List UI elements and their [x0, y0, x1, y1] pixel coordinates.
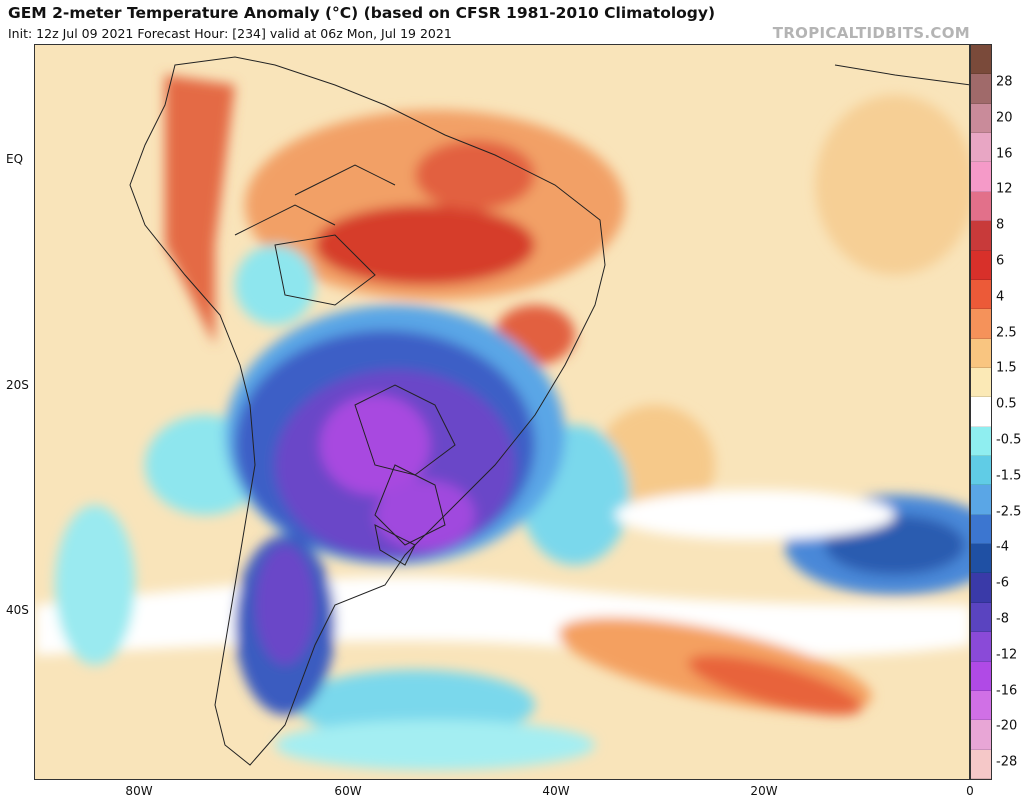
colorbar-cell: [971, 514, 991, 545]
colorbar-legend: [970, 44, 992, 780]
colorbar-cell: [971, 103, 991, 134]
colorbar-cell: [971, 221, 991, 251]
colorbar-tick-label: -6: [996, 575, 1009, 591]
anomaly-map: [34, 44, 970, 780]
colorbar-tick-label: -16: [996, 683, 1018, 698]
colorbar-cell: [971, 749, 991, 779]
colorbar-cell: [971, 133, 991, 163]
colorbar-cell: [971, 426, 991, 457]
colorbar-cell: [971, 661, 991, 691]
colorbar-tick-label: -12: [996, 647, 1018, 663]
colorbar-tick-label: -0.5: [996, 432, 1022, 448]
colorbar-cell: [971, 309, 991, 339]
colorbar-cell: [971, 367, 991, 398]
colorbar-tick-label: -28: [996, 754, 1018, 770]
colorbar-tick-label: 20: [996, 110, 1013, 126]
colorbar-tick-label: 1.5: [996, 360, 1017, 376]
colorbar-cell: [971, 602, 991, 633]
lat-label-eq: EQ: [6, 152, 24, 166]
coastlines: [129, 56, 969, 766]
colorbar-cell: [971, 250, 991, 280]
colorbar-cell: [971, 544, 991, 574]
colorbar-tick-label: -20: [996, 718, 1018, 734]
colorbar-tick-label: -1.5: [996, 468, 1022, 484]
colorbar-cell: [971, 397, 991, 427]
colorbar-cell: [971, 720, 991, 750]
colorbar-tick-label: 28: [996, 74, 1013, 90]
colorbar-cell: [971, 279, 991, 310]
colorbar-tick-label: 2.5: [996, 325, 1017, 340]
colorbar-tick-label: 16: [996, 146, 1013, 161]
lon-label-20w: 20W: [750, 784, 778, 798]
anomaly-shading: [35, 75, 969, 770]
lon-label-80w: 80W: [125, 784, 153, 798]
map-canvas: [35, 45, 969, 779]
colorbar-tick-label: 4: [996, 289, 1005, 305]
colorbar-cell: [971, 74, 991, 104]
colorbar-cell: [971, 690, 991, 721]
colorbar-tick-label: -8: [996, 611, 1009, 627]
lat-label-40s: 40S: [6, 603, 29, 617]
chart-title: GEM 2-meter Temperature Anomaly (°C) (ba…: [8, 4, 716, 22]
colorbar-tick-label: 12: [996, 181, 1013, 197]
colorbar-cell: [971, 456, 991, 486]
chart-subtitle: Init: 12z Jul 09 2021 Forecast Hour: [23…: [8, 26, 452, 41]
lon-label-40w: 40W: [542, 784, 570, 798]
colorbar-cell: [971, 162, 991, 192]
colorbar-cell: [971, 338, 991, 368]
colorbar-tick-label: -4: [996, 539, 1009, 555]
colorbar-tick-label: 0.5: [996, 396, 1017, 412]
lon-label-60w: 60W: [334, 784, 362, 798]
colorbar-cell: [971, 632, 991, 662]
colorbar-cell: [971, 485, 991, 515]
site-watermark: TROPICALTIDBITS.COM: [772, 24, 970, 42]
colorbar-cell: [971, 573, 991, 603]
colorbar-tick-label: -2.5: [996, 504, 1022, 519]
colorbar-tick-label: 6: [996, 253, 1005, 269]
lat-label-20s: 20S: [6, 378, 29, 392]
colorbar-cell: [971, 191, 991, 222]
lon-label-0: 0: [966, 784, 974, 798]
colorbar-tick-label: 8: [996, 217, 1005, 233]
colorbar-cell: [971, 45, 991, 75]
